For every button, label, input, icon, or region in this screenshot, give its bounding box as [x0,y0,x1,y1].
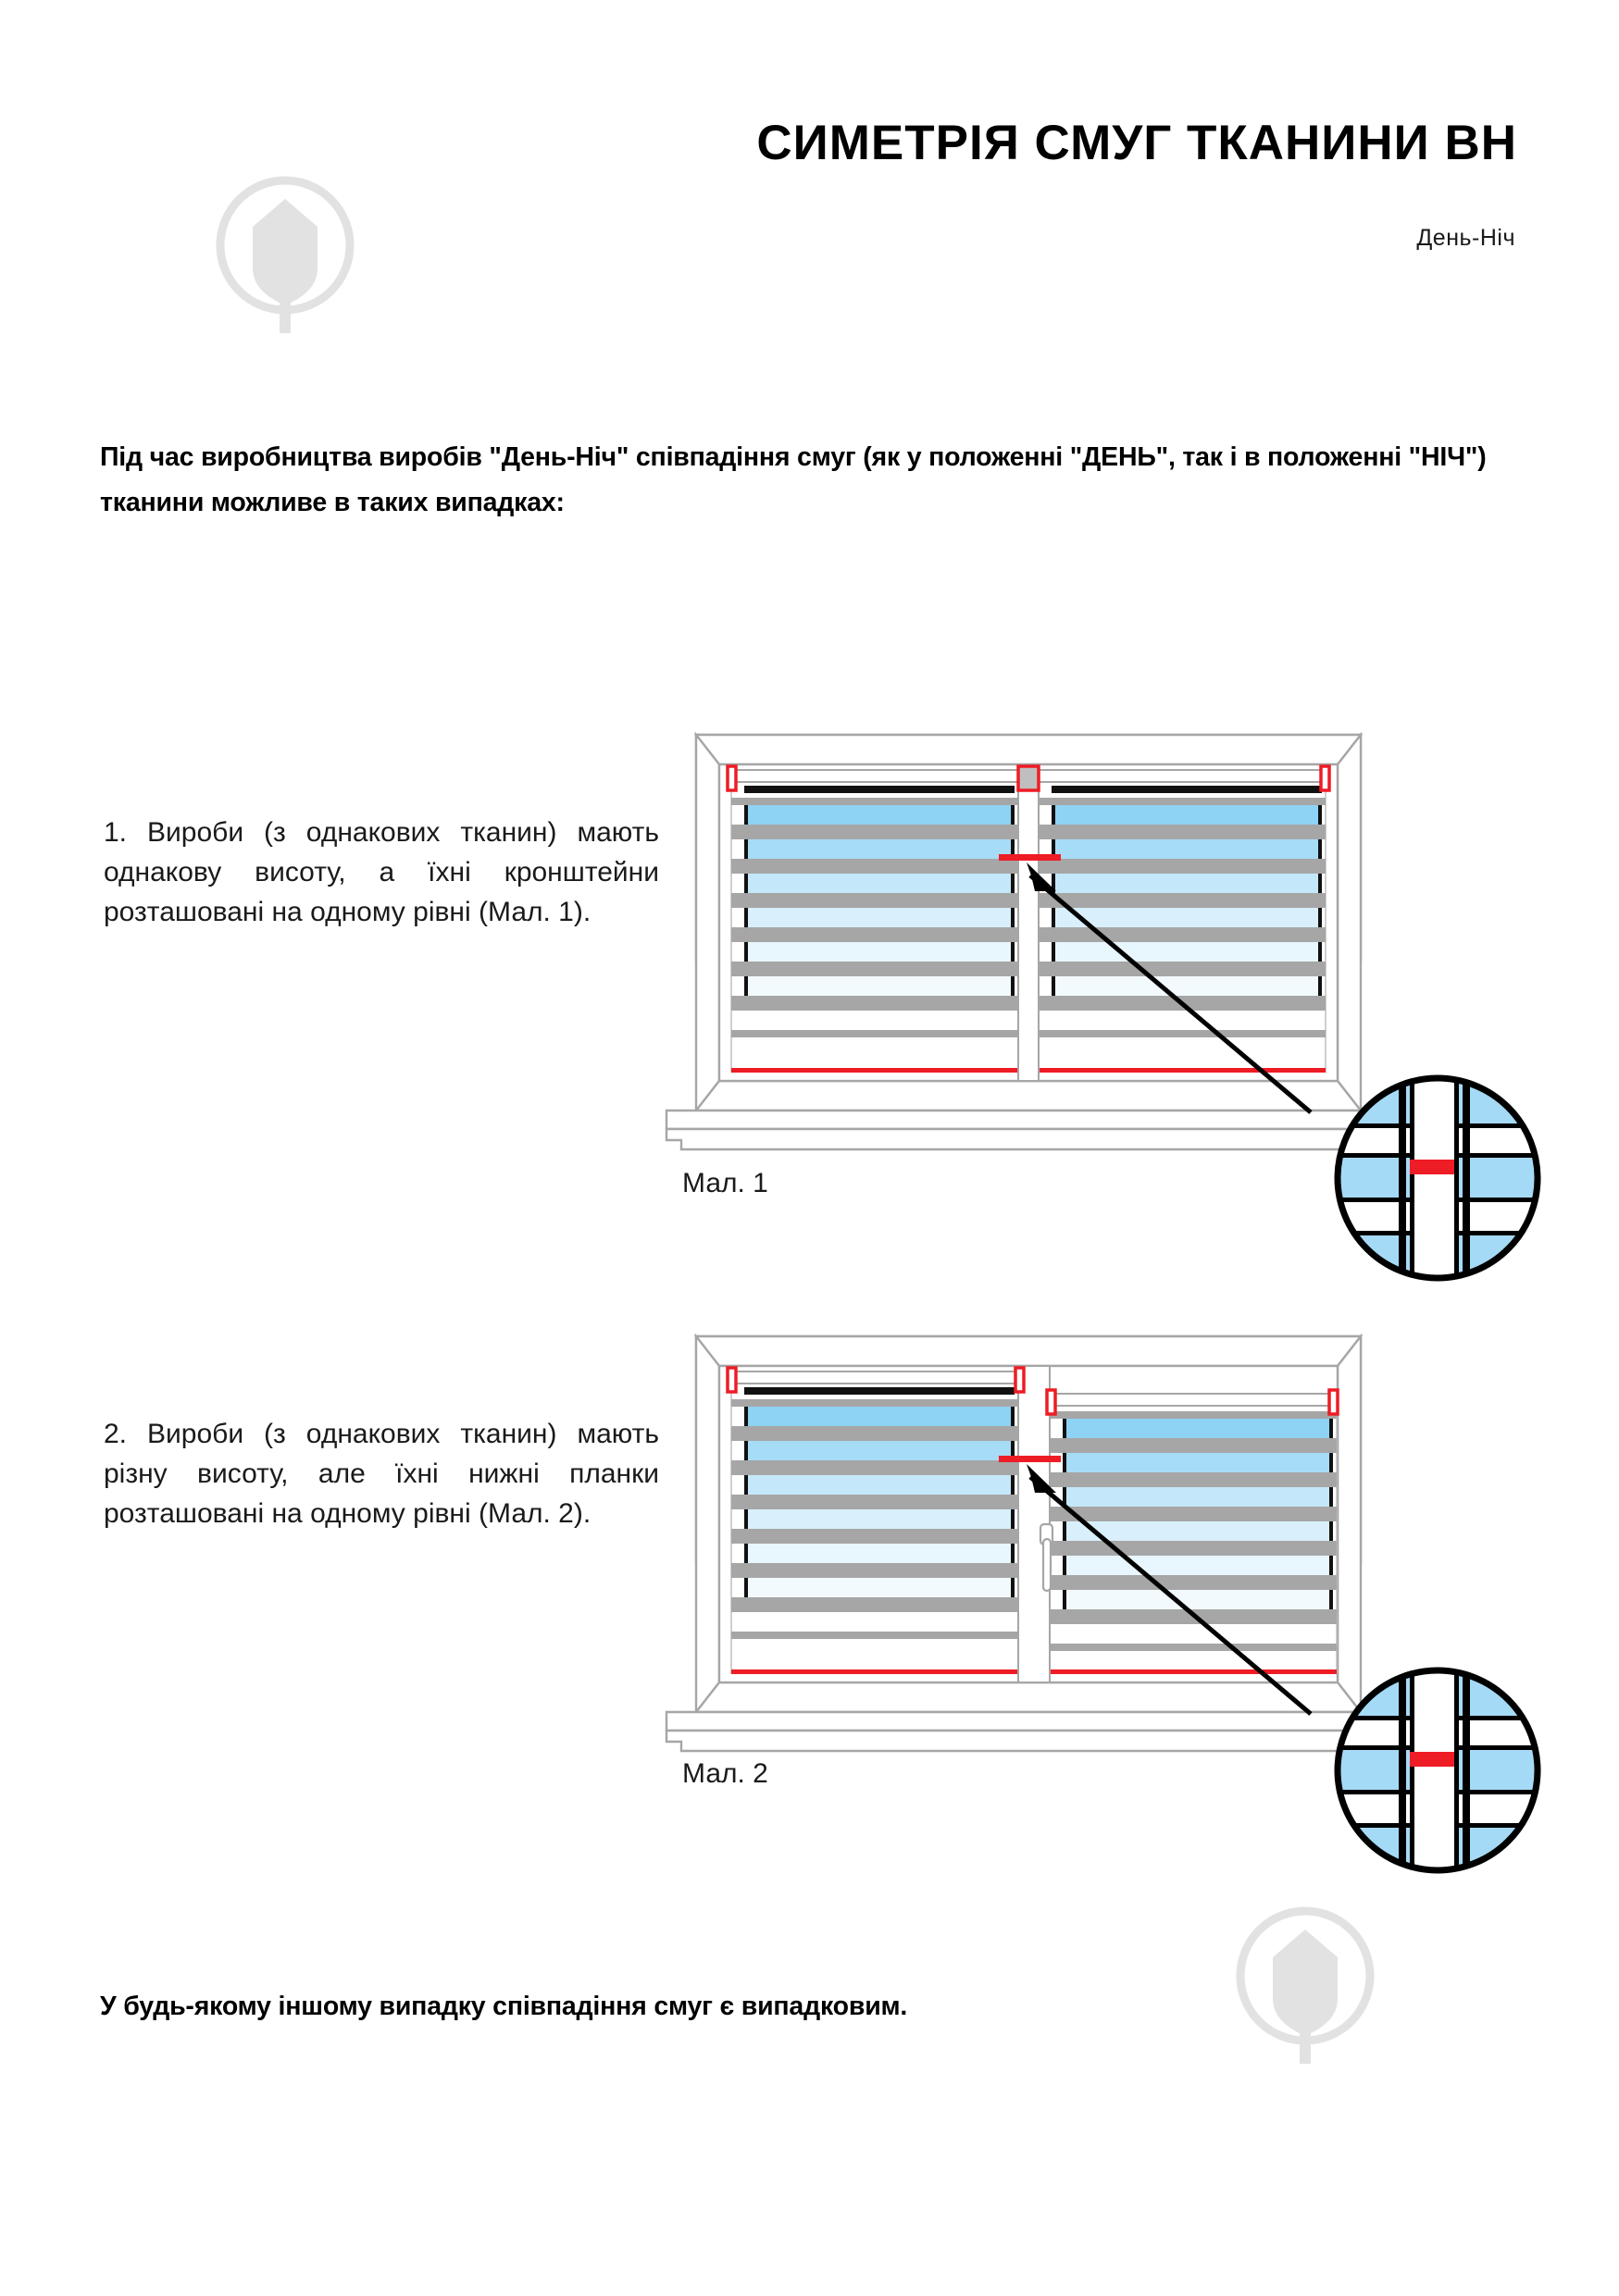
figure-2-caption: Мал. 2 [682,1758,768,1789]
alignment-mark-1 [999,854,1061,861]
watermark-top [216,176,355,342]
page-subtitle: День-Ніч [1416,225,1515,251]
bottom-bar-right [1039,1068,1326,1073]
brackets-row-1 [726,764,1331,792]
watermark-bottom [1236,1906,1375,2073]
bottom-bar-right-2 [1050,1669,1337,1674]
alignment-mark-2 [999,1456,1061,1462]
item-1-text: 1. Вироби (з однакових тканин) мають одн… [104,817,659,927]
figure-1-magnifier [1330,1071,1545,1290]
bottom-bar-left-2 [731,1669,1018,1674]
brackets-row-2 [726,1366,1339,1416]
closing-statement: У будь-якому іншому випадку співпадіння … [100,1992,908,2021]
bottom-bar-left [731,1068,1018,1073]
figure-1-window-diagram [648,713,1389,1171]
item-2-text: 2. Вироби (з однакових тканин) мають різ… [104,1419,659,1529]
page-title: СИМЕТРІЯ СМУГ ТКАНИНИ ВН [756,116,1517,170]
window-handle-icon [1039,1522,1054,1593]
figure-2-window-diagram [648,1314,1389,1772]
magnified-alignment-mark-1 [1410,1160,1454,1174]
intro-paragraph: Під час виробництва виробів "День-Ніч" с… [100,442,1487,517]
figure-2-magnifier [1330,1663,1545,1882]
magnified-alignment-mark-2 [1410,1752,1454,1767]
figure-1-caption: Мал. 1 [682,1168,768,1198]
